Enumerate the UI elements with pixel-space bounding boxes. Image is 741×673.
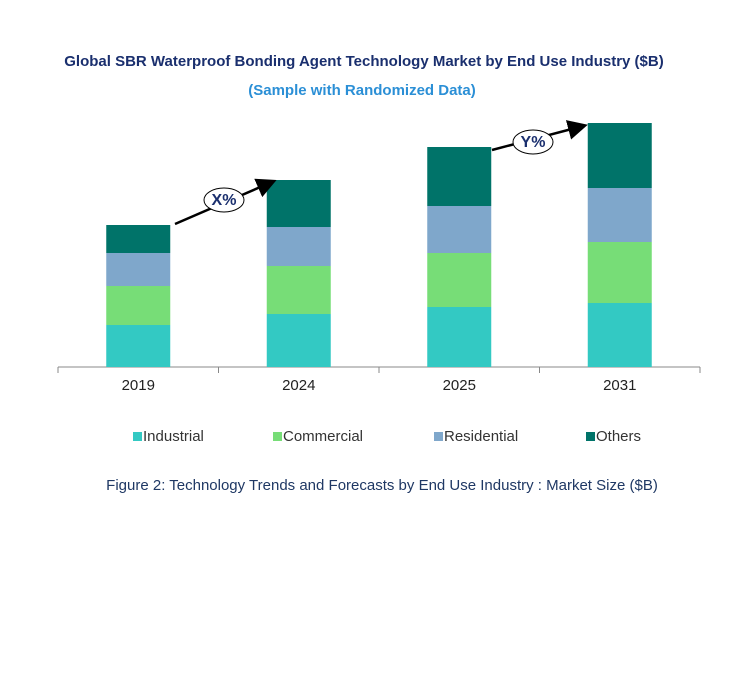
bar-segment	[266, 314, 331, 367]
bar-segment	[587, 123, 652, 188]
annotation: Y%	[521, 134, 546, 151]
x-tick-label: 2024	[282, 377, 315, 394]
x-tick-label: 2025	[443, 377, 476, 394]
bar-segment	[106, 225, 171, 253]
bar-segment	[266, 266, 331, 314]
legend-label: Industrial	[143, 428, 204, 445]
bar-segment	[106, 325, 171, 367]
bar-segment	[266, 227, 331, 266]
legend-swatch	[273, 432, 282, 441]
bar-segment	[427, 307, 492, 367]
chart-subtitle: (Sample with Randomized Data)	[248, 82, 476, 99]
x-tick-label: 2031	[603, 377, 636, 394]
bar-segment	[106, 253, 171, 286]
bar-segment	[587, 242, 652, 303]
bar-segment	[427, 206, 492, 253]
bar-segment	[587, 303, 652, 367]
annotation-bubble	[203, 187, 245, 213]
legend-swatch	[434, 432, 443, 441]
caption: Figure 2: Technology Trends and Forecast…	[106, 477, 658, 494]
legend-swatch	[586, 432, 595, 441]
bar-segment	[427, 253, 492, 307]
bar-segment	[427, 147, 492, 206]
legend-swatch	[133, 432, 142, 441]
bar-segment	[106, 286, 171, 325]
legend-label: Others	[596, 428, 641, 445]
legend-label: Commercial	[283, 428, 363, 445]
bar-segment	[266, 180, 331, 227]
x-tick-label: 2019	[122, 377, 155, 394]
bar-segment	[587, 188, 652, 242]
annotation: X%	[212, 192, 237, 209]
chart-title: Global SBR Waterproof Bonding Agent Tech…	[64, 53, 663, 70]
legend-label: Residential	[444, 428, 518, 445]
annotation-bubble	[512, 129, 554, 155]
